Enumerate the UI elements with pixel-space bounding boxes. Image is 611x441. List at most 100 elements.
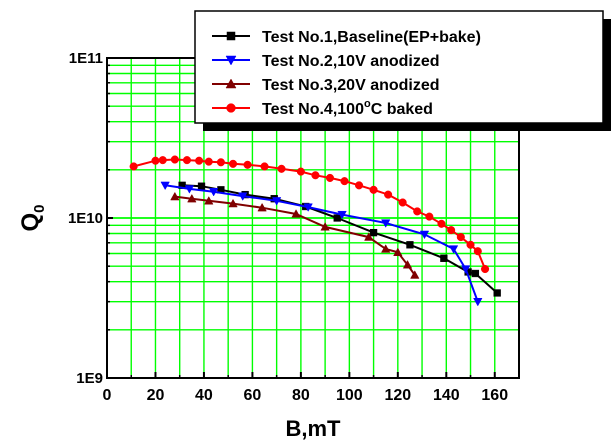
legend-label: Test No.2,10V anodized (262, 53, 440, 70)
data-point (481, 264, 490, 274)
data-point (369, 185, 378, 194)
data-point (493, 289, 501, 297)
data-point (381, 219, 391, 228)
data-point (187, 193, 197, 203)
legend-label: Test No.4,100oC baked (262, 98, 433, 118)
series-group (129, 155, 501, 307)
legend-item-2: Test No.2,10V anodized (212, 53, 440, 70)
data-point (333, 214, 341, 222)
legend-label: Test No.3,20V anodized (262, 77, 440, 94)
data-point (208, 188, 219, 197)
x-tick-label: 160 (481, 387, 508, 404)
y-tick-label: 1E11 (69, 50, 103, 67)
data-point (311, 171, 320, 180)
x-tick-label: 60 (244, 387, 262, 404)
data-point (369, 228, 378, 237)
x-axis-label: B,mT (286, 416, 342, 441)
y-tick-label: 1E9 (76, 370, 103, 387)
series-line (174, 195, 416, 276)
data-point (364, 232, 374, 241)
data-point (228, 198, 238, 208)
series-1 (178, 181, 501, 297)
data-point (473, 298, 483, 307)
data-point (384, 190, 393, 199)
data-point (413, 207, 422, 216)
data-point (151, 156, 160, 165)
y-axis-label-subscript: 0 (31, 204, 48, 212)
data-point (320, 222, 330, 231)
data-point (425, 212, 434, 221)
data-point (381, 244, 391, 253)
data-point (398, 198, 407, 207)
data-point (461, 265, 471, 274)
data-point (170, 191, 180, 201)
x-tick-label: 0 (103, 387, 112, 404)
legend-label: Test No.1,Baseline(EP+bake) (262, 29, 481, 46)
data-point (260, 162, 269, 171)
series-line (165, 184, 479, 303)
data-point (406, 241, 414, 249)
data-point (466, 240, 475, 249)
legend-item-1: Test No.1,Baseline(EP+bake) (212, 29, 481, 46)
data-point (354, 181, 364, 190)
series-line (182, 184, 498, 294)
data-point (448, 245, 459, 254)
data-point (447, 226, 456, 235)
data-point (473, 247, 482, 256)
series-4 (129, 155, 490, 274)
data-point (195, 156, 204, 165)
axis-ticks: 0 20 40 60 80 100 120 140 160 1E9 1E10 1E11 (68, 50, 508, 404)
legend-item-4: Test No.4,100oC baked (212, 98, 433, 118)
x-tick-label: 40 (195, 387, 213, 404)
data-point (325, 173, 335, 182)
x-tick-label: 20 (147, 387, 165, 404)
data-point (456, 233, 465, 242)
data-point (440, 254, 448, 262)
data-point (277, 164, 286, 173)
data-point (419, 230, 430, 240)
legend-box (194, 10, 604, 124)
data-point (340, 177, 349, 186)
x-tick-label: 100 (336, 387, 363, 404)
data-point (303, 203, 313, 212)
data-point (271, 197, 282, 206)
data-point (158, 156, 167, 165)
data-point (393, 247, 403, 256)
series-2 (160, 181, 483, 307)
data-point (204, 157, 213, 166)
data-point (437, 219, 446, 228)
data-point (204, 196, 214, 205)
axis-titles: B,mT Q0 (17, 204, 341, 441)
x-tick-label: 80 (292, 387, 310, 404)
data-point (216, 158, 225, 167)
data-point (257, 202, 267, 212)
data-point (337, 210, 347, 220)
legend-marker (225, 78, 237, 89)
x-tick-label: 140 (433, 387, 460, 404)
data-point (160, 181, 170, 191)
legend: Test No.1,Baseline(EP+bake) Test No.2,10V… (194, 10, 611, 131)
legend-item-3: Test No.3,20V anodized (212, 77, 440, 94)
data-point (291, 209, 301, 218)
series-3 (170, 191, 420, 279)
y-axis-label: Q0 (17, 204, 48, 231)
data-point (228, 159, 238, 168)
data-point (197, 182, 206, 190)
data-point (184, 185, 195, 194)
y-tick-label: 1E10 (68, 210, 103, 227)
data-point (296, 167, 305, 176)
data-point (471, 269, 480, 278)
data-point (402, 260, 413, 269)
data-point (243, 160, 252, 169)
series-line (133, 158, 487, 270)
data-point (129, 162, 138, 171)
data-point (410, 270, 420, 279)
legend-items: Test No.1,Baseline(EP+bake) Test No.2,10V… (212, 29, 481, 118)
x-tick-label: 120 (384, 387, 411, 404)
data-point (182, 156, 192, 165)
legend-marker (226, 103, 236, 113)
data-point (238, 192, 248, 201)
data-point (170, 155, 179, 164)
legend-marker (226, 31, 236, 41)
